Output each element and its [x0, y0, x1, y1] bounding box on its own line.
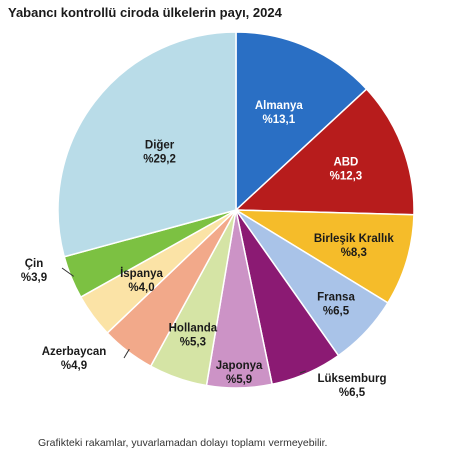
slice-azerbaycan-leader-line	[123, 348, 130, 359]
slice-lüksemburg-leader-line	[299, 370, 306, 374]
slice-fransa-name-label: Fransa	[317, 292, 355, 304]
pie-slices	[57, 31, 415, 389]
slice-azerbaycan-name-label: Azerbaycan	[42, 346, 107, 358]
slice-azerbaycan-value-label: %4,9	[61, 360, 87, 372]
slice-lüksemburg-name-label: Lüksemburg	[317, 373, 386, 385]
slice-abd	[234, 88, 415, 216]
footnote: Grafikteki rakamlar, yuvarlamadan dolayı…	[38, 437, 328, 449]
slice-lüksemburg-value-label: %6,5	[339, 387, 366, 399]
slice-i-spanya-name-label: İspanya	[120, 267, 163, 280]
slice-hollanda-name-label: Hollanda	[169, 323, 218, 335]
slice-almanya-value-label: %13,1	[262, 114, 295, 126]
slice-abd-value-label: %12,3	[330, 171, 363, 183]
slice-diğer-name-label: Diğer	[145, 140, 175, 152]
slice-çin-value-label: %3,9	[21, 272, 47, 284]
slice-birleşik-krallık	[233, 209, 415, 304]
slice-diğer	[57, 31, 237, 258]
slice-almanya-name-label: Almanya	[255, 100, 304, 112]
slice-çin-leader-line	[61, 267, 74, 277]
leader-lines	[61, 267, 306, 374]
slice-birleşik-krallık-name-label: Birleşik Krallık	[314, 233, 395, 245]
slice-labels: Almanya %13,1 ABD %12,3 Birleşik Krallık %8,3…	[21, 100, 394, 399]
slice-i-spanya-value-label: %4,0	[128, 282, 154, 294]
slice-almanya	[235, 31, 368, 212]
chart-title: Yabancı kontrollü ciroda ülkelerin payı,…	[8, 5, 282, 20]
slice-hollanda-value-label: %5,3	[180, 337, 206, 349]
slice-diğer-value-label: %29,2	[143, 154, 176, 166]
slice-japonya-value-label: %5,9	[226, 374, 252, 386]
slice-birleşik-krallık-value-label: %8,3	[341, 247, 367, 259]
slice-çin-name-label: Çin	[25, 258, 44, 270]
slice-fransa-value-label: %6,5	[323, 306, 350, 318]
slice-japonya-name-label: Japonya	[216, 360, 263, 372]
slice-abd-name-label: ABD	[333, 157, 358, 169]
